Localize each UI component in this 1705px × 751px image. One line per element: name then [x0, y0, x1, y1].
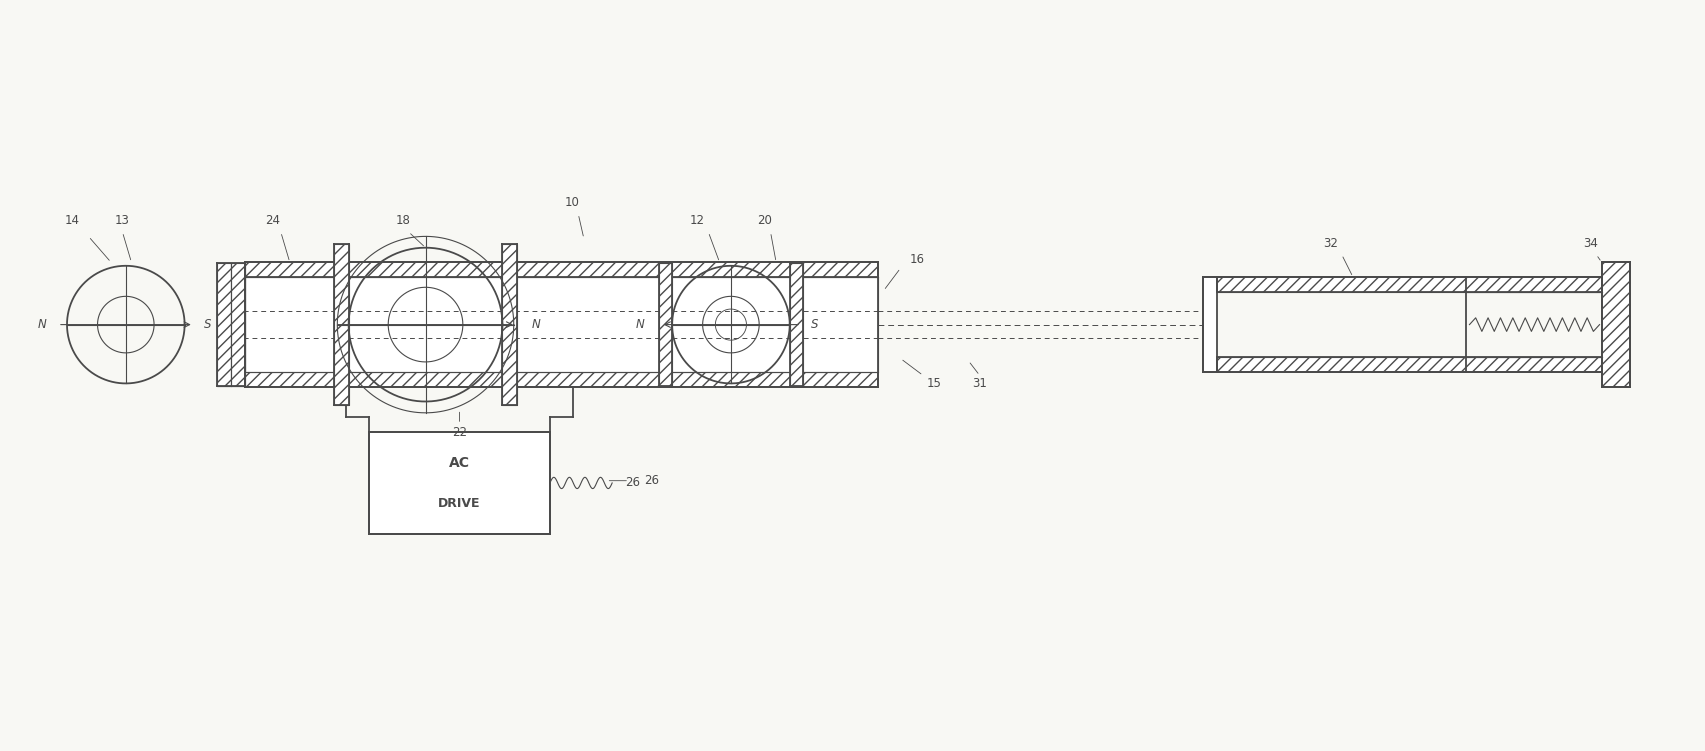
Bar	[368, 432, 551, 534]
Bar	[244, 277, 878, 372]
Text: 26: 26	[644, 474, 660, 487]
Text: N: N	[636, 318, 644, 331]
Text: 16: 16	[910, 252, 926, 266]
Bar	[658, 263, 672, 386]
Bar	[1217, 277, 1601, 292]
Text: 20: 20	[757, 214, 772, 227]
Text: N: N	[532, 318, 540, 331]
Text: 13: 13	[114, 214, 130, 227]
Text: 26: 26	[626, 476, 639, 490]
Text: AC: AC	[448, 456, 471, 469]
Text: 18: 18	[396, 214, 411, 227]
Bar	[230, 263, 244, 386]
Text: 24: 24	[266, 214, 280, 227]
Text: 34: 34	[1582, 237, 1598, 249]
Text: 14: 14	[65, 214, 80, 227]
Text: 22: 22	[452, 426, 467, 439]
Bar	[244, 372, 878, 387]
Bar	[789, 263, 803, 386]
Bar	[503, 244, 517, 406]
Bar	[244, 262, 878, 277]
Text: 32: 32	[1323, 237, 1338, 249]
Bar	[334, 244, 348, 406]
Bar	[218, 263, 230, 386]
Text: DRIVE: DRIVE	[438, 497, 481, 510]
Text: N: N	[38, 318, 46, 331]
Text: 15: 15	[928, 377, 941, 390]
Bar	[1217, 357, 1601, 372]
Text: 31: 31	[972, 377, 987, 390]
Bar	[218, 263, 244, 386]
Text: S: S	[812, 318, 818, 331]
Bar	[1601, 262, 1630, 387]
Text: 10: 10	[564, 196, 580, 209]
Text: S: S	[203, 318, 211, 331]
Bar	[1202, 277, 1217, 372]
Text: 12: 12	[689, 214, 704, 227]
